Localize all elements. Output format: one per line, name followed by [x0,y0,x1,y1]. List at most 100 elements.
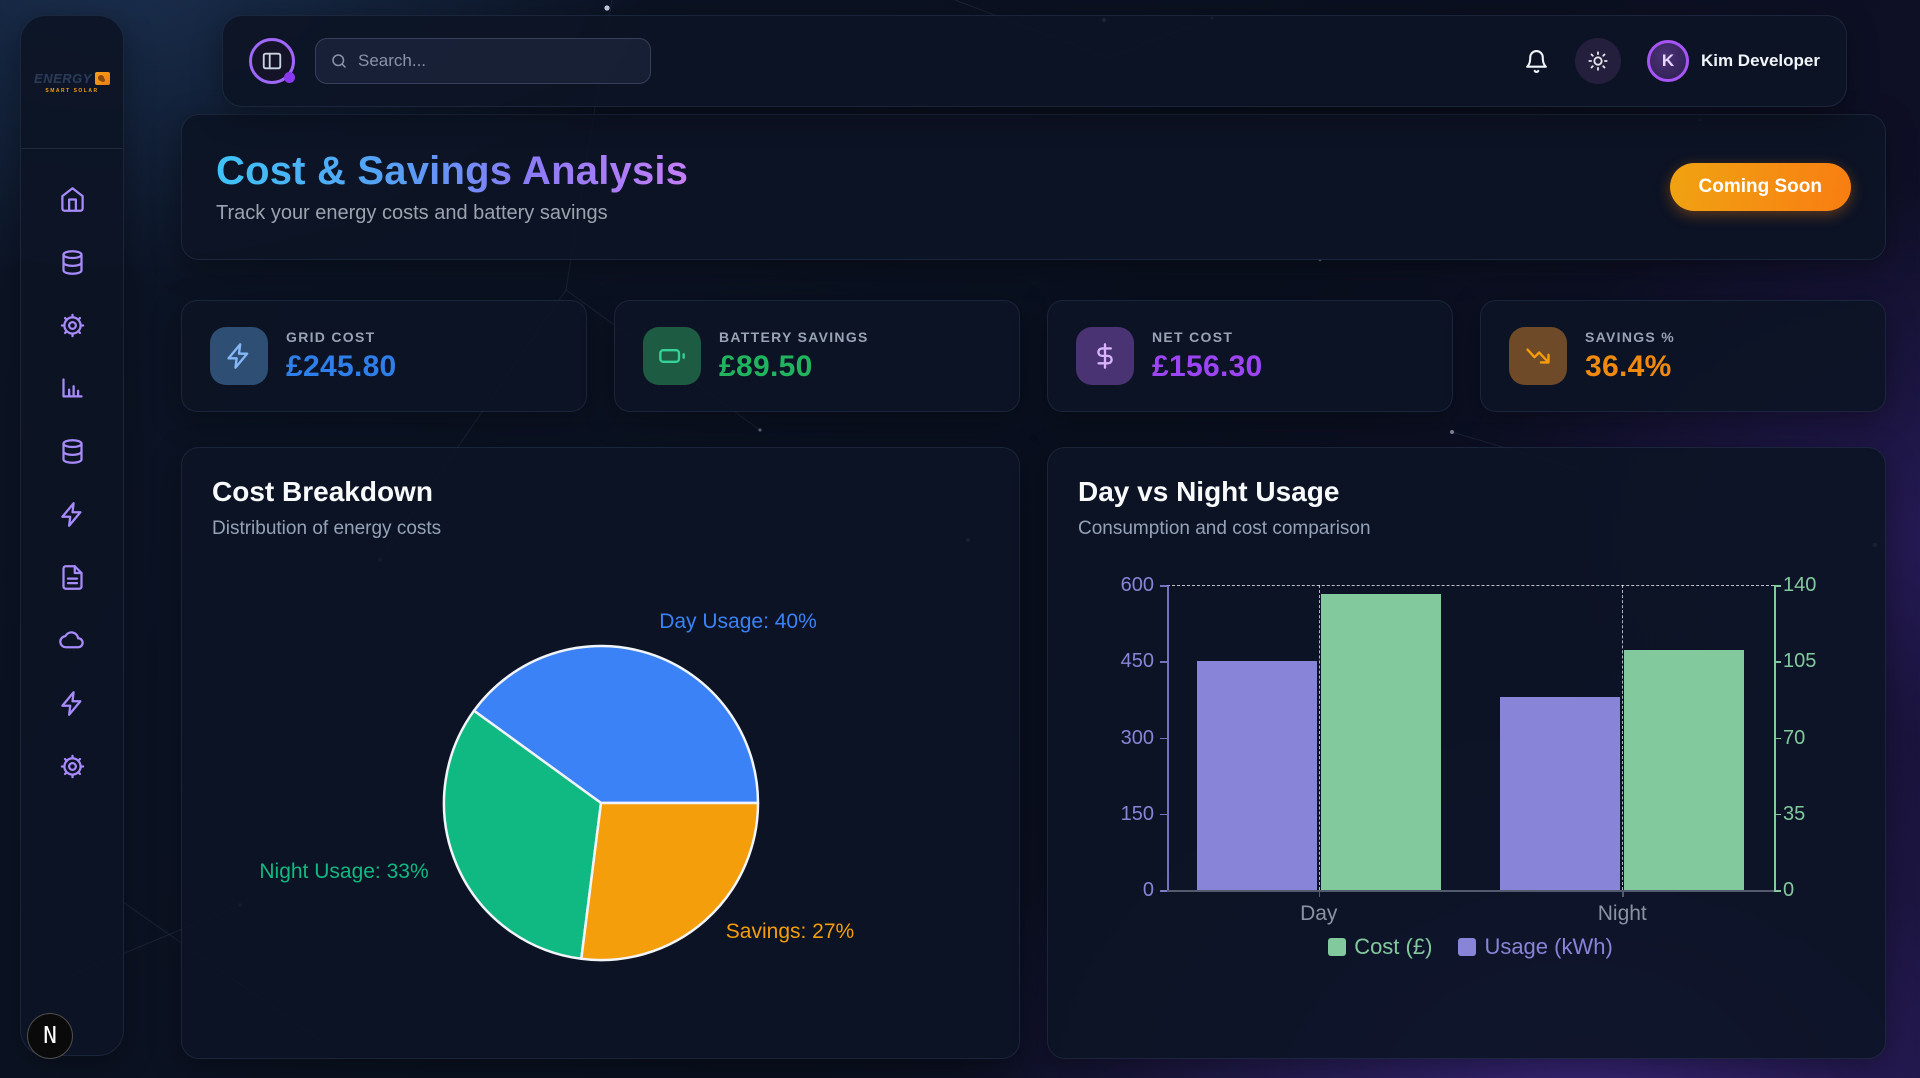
stat-value: £89.50 [719,349,813,383]
trending-down-icon [1509,327,1567,385]
y-axis-right-tick-label: 70 [1783,726,1806,749]
pie-slice-savings [580,801,760,962]
pie-label-savings: Savings: 27% [725,920,855,943]
sidebar-nav [21,179,123,786]
x-axis-line [1161,890,1781,892]
avatar: K [1646,40,1689,82]
panel-left-icon [262,52,282,70]
sidebar-item-cloud[interactable] [52,620,92,660]
file-text-icon [61,564,83,590]
page-subtitle: Track your energy costs and battery savi… [216,202,608,224]
y-axis-left-tick-label: 0 [1142,879,1154,901]
sun-icon [1588,51,1608,71]
gridline-category-dashed [1622,585,1624,890]
bar-usage-day [1196,661,1317,890]
y-axis-left-tick-label: 450 [1120,650,1154,673]
gridline-category-dashed [1318,585,1320,890]
pie-slice-day-usage [472,644,760,805]
stat-card-grid-cost: GRID COST £245.80 [181,300,587,412]
y-axis-right-tick-label: 35 [1783,802,1806,825]
y-axis-left-tick [1160,585,1167,587]
pie-chart-svg [442,644,760,962]
legend-swatch-usage [1458,938,1477,956]
page-title: Cost & Savings Analysis [216,149,689,193]
bell-icon [1526,49,1547,73]
brand-tagline: SMART SOLAR [45,87,99,94]
gear-icon [60,754,84,778]
sidebar-item-reports[interactable] [52,557,92,597]
stat-label: BATTERY SAVINGS [719,328,869,345]
gridline-top-dashed [1167,585,1774,586]
day-vs-night-card: Day vs Night Usage Consumption and cost … [1047,447,1886,1059]
page-header-card: Cost & Savings Analysis Track your energ… [181,114,1886,260]
database-icon [61,249,83,275]
x-axis-label-night: Night [1597,902,1647,925]
sidebar-item-energy[interactable] [52,494,92,534]
home-icon [60,186,84,212]
user-menu[interactable]: K Kim Developer [1646,40,1820,82]
database-icon [61,438,83,464]
stat-value: 36.4% [1585,349,1672,383]
nextjs-dev-badge[interactable]: N [27,1013,73,1059]
stat-value: £245.80 [286,349,397,383]
sidebar-item-preferences[interactable] [52,746,92,786]
card-subtitle: Consumption and cost comparison [1078,518,1371,539]
legend-item-cost: Cost (£) [1328,934,1432,960]
legend-swatch-cost [1328,938,1347,956]
y-axis-left-tick [1160,737,1167,739]
y-axis-left-tick [1160,813,1167,816]
stat-label: SAVINGS % [1585,328,1676,345]
battery-icon [643,327,701,385]
bar-cost-night [1624,650,1745,890]
sidebar-item-storage[interactable] [52,431,92,471]
notifications-button[interactable] [1524,49,1549,74]
stat-value: £156.30 [1152,349,1263,383]
y-axis-right-tick [1774,737,1781,739]
zap-icon [60,501,81,527]
y-axis-left-tick-label: 150 [1120,802,1154,825]
topbar: K Kim Developer [222,15,1847,107]
bar-cost-day [1320,593,1441,890]
dollar-sign-icon [1076,327,1134,385]
cost-breakdown-card: Cost Breakdown Distribution of energy co… [181,447,1020,1059]
y-axis-right-tick-label: 105 [1783,650,1817,673]
card-title: Cost Breakdown [212,476,433,507]
zap-icon [60,690,81,716]
y-axis-left-tick [1160,661,1167,663]
sidebar-item-settings[interactable] [52,305,92,345]
gear-icon [60,313,84,337]
x-axis-tick [1622,890,1624,897]
brand-logo: ENERGY SMART SOLAR [21,16,123,149]
sidebar-toggle-button[interactable] [249,38,295,84]
brand-name: ENERGY [34,70,92,86]
search-icon [332,54,346,68]
x-axis-label-day: Day [1300,902,1338,925]
y-axis-left-tick [1160,890,1167,892]
sidebar-item-home[interactable] [52,179,92,219]
user-name: Kim Developer [1700,51,1820,70]
x-axis-tick [1318,890,1321,897]
stat-label: GRID COST [286,328,376,345]
y-axis-right-tick [1774,585,1781,587]
stats-row: GRID COST £245.80 BATTERY SAVINGS £89.50… [181,300,1886,412]
y-axis-left-line [1167,585,1169,890]
chart-column-icon [61,377,83,397]
sidebar-item-analytics[interactable] [52,368,92,408]
sidebar-item-database[interactable] [52,242,92,282]
search-box [315,38,651,84]
bar-chart: 0 150 300 450 600 0 35 70 105 140 Day Night [1048,448,1885,1058]
search-input[interactable] [358,51,636,71]
stat-label: NET COST [1152,328,1234,345]
stat-card-net-cost: NET COST £156.30 [1047,300,1453,412]
pie-chart: Day Usage: 40% Night Usage: 33% Savings:… [182,448,1019,1058]
theme-toggle-button[interactable] [1574,38,1621,84]
pie-slice-night-usage [442,709,603,961]
y-axis-right-tick-label: 140 [1783,574,1817,596]
chart-legend: Cost (£) Usage (kWh) [1167,934,1774,960]
sidebar-item-power[interactable] [52,683,92,723]
coming-soon-badge: Coming Soon [1669,163,1851,211]
pie-label-day-usage: Day Usage: 40% [659,610,817,633]
cloud-icon [58,630,84,648]
sidebar: ENERGY SMART SOLAR [20,15,124,1056]
y-axis-left-tick-label: 600 [1120,574,1154,596]
